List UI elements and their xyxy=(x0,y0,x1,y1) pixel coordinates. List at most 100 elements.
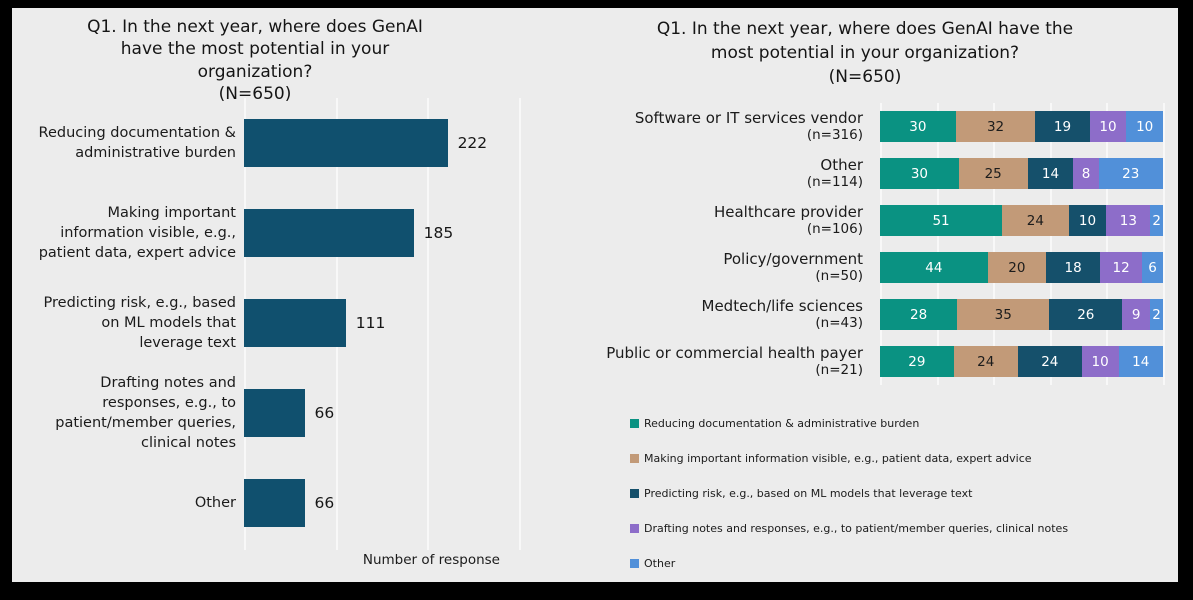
value-label: 66 xyxy=(314,404,335,422)
bar-segment: 20 xyxy=(987,252,1046,283)
segment-value-label: 32 xyxy=(986,118,1005,135)
segment-value-label: 29 xyxy=(908,353,926,370)
segment-value-label: 51 xyxy=(932,212,950,229)
gridline xyxy=(1163,103,1165,385)
segment-value-label: 10 xyxy=(1078,212,1097,229)
category-label: Healthcare provider (n=106) xyxy=(572,203,863,239)
bar-wrap: 185 xyxy=(244,209,453,257)
segment-value-label: 24 xyxy=(1041,353,1059,370)
legend-label: Predicting risk, e.g., based on ML model… xyxy=(644,486,973,500)
segment-value-label: 12 xyxy=(1112,259,1130,276)
legend-label: Drafting notes and responses, e.g., to p… xyxy=(644,521,1069,535)
bar-segment: 14 xyxy=(1027,158,1074,189)
bar-segment: 19 xyxy=(1035,111,1090,142)
category-n-label: (n=43) xyxy=(815,315,863,332)
segment-value-label: 9 xyxy=(1131,306,1141,323)
left-chart-title: Q1. In the next year, where does GenAI h… xyxy=(87,17,423,105)
segment-value-label: 24 xyxy=(977,353,995,370)
bar-segment: 2 xyxy=(1150,205,1163,236)
bar xyxy=(244,209,414,257)
bar-segment: 6 xyxy=(1142,252,1163,283)
bar-segment: 2 xyxy=(1150,299,1163,330)
segment-value-label: 28 xyxy=(909,306,928,323)
stacked-bar: 28 35 26 9 2 xyxy=(880,299,1163,330)
bar-wrap: 66 xyxy=(244,479,334,527)
bar-segment: 9 xyxy=(1122,299,1151,330)
segment-value-label: 23 xyxy=(1122,165,1140,182)
stacked-row: Policy/government (n=50) 44 20 18 12 6 xyxy=(572,244,1172,291)
bar-segment: 24 xyxy=(1002,205,1069,236)
bar-segment: 30 xyxy=(880,158,959,189)
bar-segment: 24 xyxy=(953,346,1018,377)
bar-segment: 23 xyxy=(1098,158,1164,189)
stacked-bar: 29 24 24 10 14 xyxy=(880,346,1163,377)
bar xyxy=(244,299,346,347)
legend-swatch xyxy=(630,453,639,463)
category-name: Policy/government xyxy=(723,249,863,268)
value-label: 111 xyxy=(355,314,386,332)
bar-segment: 24 xyxy=(1017,346,1082,377)
bar-segment: 30 xyxy=(880,111,956,142)
category-n-label: (n=50) xyxy=(815,268,863,285)
stacked-bar: 44 20 18 12 6 xyxy=(880,252,1163,283)
bar-segment: 18 xyxy=(1045,252,1101,283)
stacked-row: Other (n=114) 30 25 14 8 23 xyxy=(572,150,1172,197)
stacked-bar: 51 24 10 13 2 xyxy=(880,205,1163,236)
legend-swatch xyxy=(630,488,639,498)
category-label: Other xyxy=(194,495,236,511)
category-label: Drafting notes and responses, e.g., to p… xyxy=(55,375,236,451)
category-n-label: (n=21) xyxy=(815,362,863,379)
right-chart-title: Q1. In the next year, where does GenAI h… xyxy=(656,19,1074,87)
bar-segment: 10 xyxy=(1089,111,1127,142)
category-name: Healthcare provider xyxy=(713,202,863,221)
segment-value-label: 44 xyxy=(925,259,943,276)
bar-segment: 29 xyxy=(880,346,954,377)
segment-value-label: 18 xyxy=(1064,259,1082,276)
category-name: Medtech/life sciences xyxy=(701,296,863,315)
category-name: Software or IT services vendor xyxy=(634,108,863,127)
category-name: Other xyxy=(820,155,863,174)
legend-swatch xyxy=(630,418,639,428)
legend: Reducing documentation & administrative … xyxy=(630,416,1178,591)
legend-swatch xyxy=(630,523,639,533)
bar-row: Predicting risk, e.g., based on ML model… xyxy=(12,278,572,368)
segment-value-label: 10 xyxy=(1091,353,1109,370)
bar-segment: 44 xyxy=(880,252,988,283)
legend-label: Making important information visible, e.… xyxy=(644,451,1032,465)
category-label: Predicting risk, e.g., based on ML model… xyxy=(43,295,236,351)
stacked-row: Software or IT services vendor (n=316) 30 3… xyxy=(572,103,1172,150)
bar-wrap: 66 xyxy=(244,389,334,437)
gridline xyxy=(1106,103,1109,385)
stacked-row: Medtech/life sciences (n=43) 28 35 26 9 2 xyxy=(572,291,1172,338)
legend-item: Other xyxy=(630,556,1178,570)
segment-value-label: 10 xyxy=(1136,118,1154,135)
category-label: Medtech/life sciences (n=43) xyxy=(572,297,863,333)
gridline xyxy=(880,103,882,385)
category-n-label: (n=114) xyxy=(806,174,863,191)
bar-row: Drafting notes and responses, e.g., to p… xyxy=(12,368,572,458)
chart-canvas: Q1. In the next year, where does GenAI h… xyxy=(12,8,1178,582)
category-n-label: (n=106) xyxy=(806,221,863,238)
legend-item: Predicting risk, e.g., based on ML model… xyxy=(630,486,1178,500)
value-label: 66 xyxy=(314,494,335,512)
bar-segment: 14 xyxy=(1118,346,1163,377)
gridline xyxy=(993,103,996,385)
stacked-bar: 30 32 19 10 10 xyxy=(880,111,1164,142)
segment-value-label: 26 xyxy=(1077,306,1095,323)
right-chart-plot: Software or IT services vendor (n=316) 30 3… xyxy=(572,103,1172,385)
segment-value-label: 14 xyxy=(1041,165,1060,182)
bar-wrap: 222 xyxy=(244,119,487,167)
bar-segment: 35 xyxy=(957,299,1050,330)
legend-swatch xyxy=(630,558,639,568)
segment-value-label: 2 xyxy=(1152,306,1161,323)
bar-row: Reducing documentation & administrative … xyxy=(12,98,572,188)
bar-row: Other 66 xyxy=(12,458,572,548)
segment-value-label: 19 xyxy=(1053,118,1072,135)
gridline xyxy=(936,103,939,385)
category-label: Software or IT services vendor (n=316) xyxy=(572,109,863,145)
segment-value-label: 10 xyxy=(1099,118,1117,135)
bar-segment: 8 xyxy=(1073,158,1099,189)
stacked-row: Healthcare provider (n=106) 51 24 10 13 2 xyxy=(572,197,1172,244)
category-label: Making important information visible, e.… xyxy=(38,205,236,261)
